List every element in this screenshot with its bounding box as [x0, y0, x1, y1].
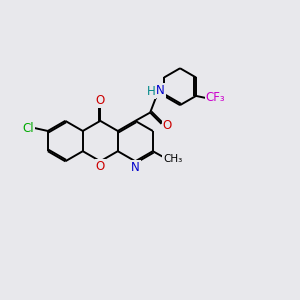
Text: N: N: [131, 161, 140, 174]
Text: CF₃: CF₃: [206, 91, 225, 104]
Text: O: O: [96, 94, 105, 107]
Text: CH₃: CH₃: [163, 154, 182, 164]
Text: O: O: [96, 160, 105, 173]
Text: Cl: Cl: [22, 122, 34, 134]
Text: N: N: [156, 84, 165, 97]
Text: H: H: [146, 85, 155, 98]
Text: O: O: [163, 119, 172, 132]
